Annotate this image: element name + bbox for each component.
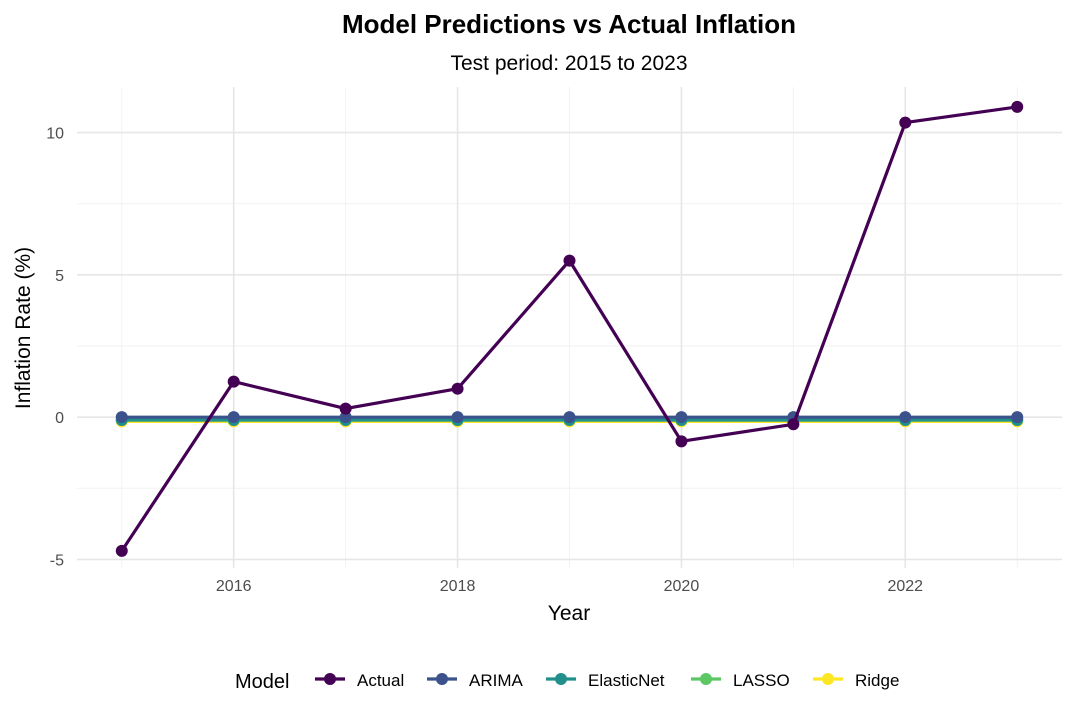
legend-key-point [555, 673, 567, 685]
x-axis-title: Year [548, 602, 590, 625]
actual-point [115, 544, 128, 557]
legend-label: Actual [357, 671, 404, 690]
legend-key-point [324, 673, 336, 685]
grid-lines [77, 87, 1062, 568]
arima-point [227, 411, 240, 424]
legend-key-point [822, 673, 834, 685]
x-tick-label: 2018 [440, 578, 476, 595]
x-tick-label: 2020 [664, 578, 700, 595]
legend-label: ElasticNet [588, 671, 665, 690]
legend-key-point [436, 673, 448, 685]
legend-item-actual: Actual [315, 671, 404, 690]
y-tick-label: -5 [50, 552, 64, 569]
series-layer [115, 100, 1024, 557]
chart-title: Model Predictions vs Actual Inflation [342, 9, 796, 39]
legend-item-arima: ARIMA [427, 671, 524, 690]
arima-point [339, 411, 352, 424]
y-axis-title: Inflation Rate (%) [12, 247, 35, 409]
y-tick-label: 10 [46, 126, 64, 143]
actual-point [339, 402, 352, 415]
legend-item-elasticnet: ElasticNet [546, 671, 665, 690]
arima-point [451, 411, 464, 424]
actual-point [675, 435, 688, 448]
y-tick-label: 0 [55, 410, 64, 427]
actual-point [451, 382, 464, 395]
x-tick-label: 2016 [216, 578, 252, 595]
actual-point [787, 418, 800, 431]
arima-point [563, 411, 576, 424]
legend-item-lasso: LASSO [691, 671, 790, 690]
legend-item-ridge: Ridge [813, 671, 899, 690]
legend-key-point [700, 673, 712, 685]
arima-point [115, 411, 128, 424]
arima-point [1011, 411, 1024, 424]
series-actual [115, 100, 1024, 557]
legend-label: Ridge [855, 671, 899, 690]
arima-point [675, 411, 688, 424]
y-tick-label: 5 [55, 268, 64, 285]
actual-point [899, 116, 912, 129]
series-arima [115, 411, 1024, 424]
actual-point [227, 375, 240, 388]
legend-title: Model [235, 671, 289, 693]
arima-point [899, 411, 912, 424]
chart-subtitle: Test period: 2015 to 2023 [450, 52, 687, 75]
actual-point [1011, 100, 1024, 113]
legend: Model Actual ARIMA ElasticNet LASSO Ridge [235, 671, 899, 693]
actual-point [563, 254, 576, 267]
axis-ticks: 2016 2018 2020 2022 -5 0 5 10 [46, 126, 923, 595]
legend-label: LASSO [733, 671, 790, 690]
legend-label: ARIMA [469, 671, 524, 690]
x-tick-label: 2022 [887, 578, 923, 595]
